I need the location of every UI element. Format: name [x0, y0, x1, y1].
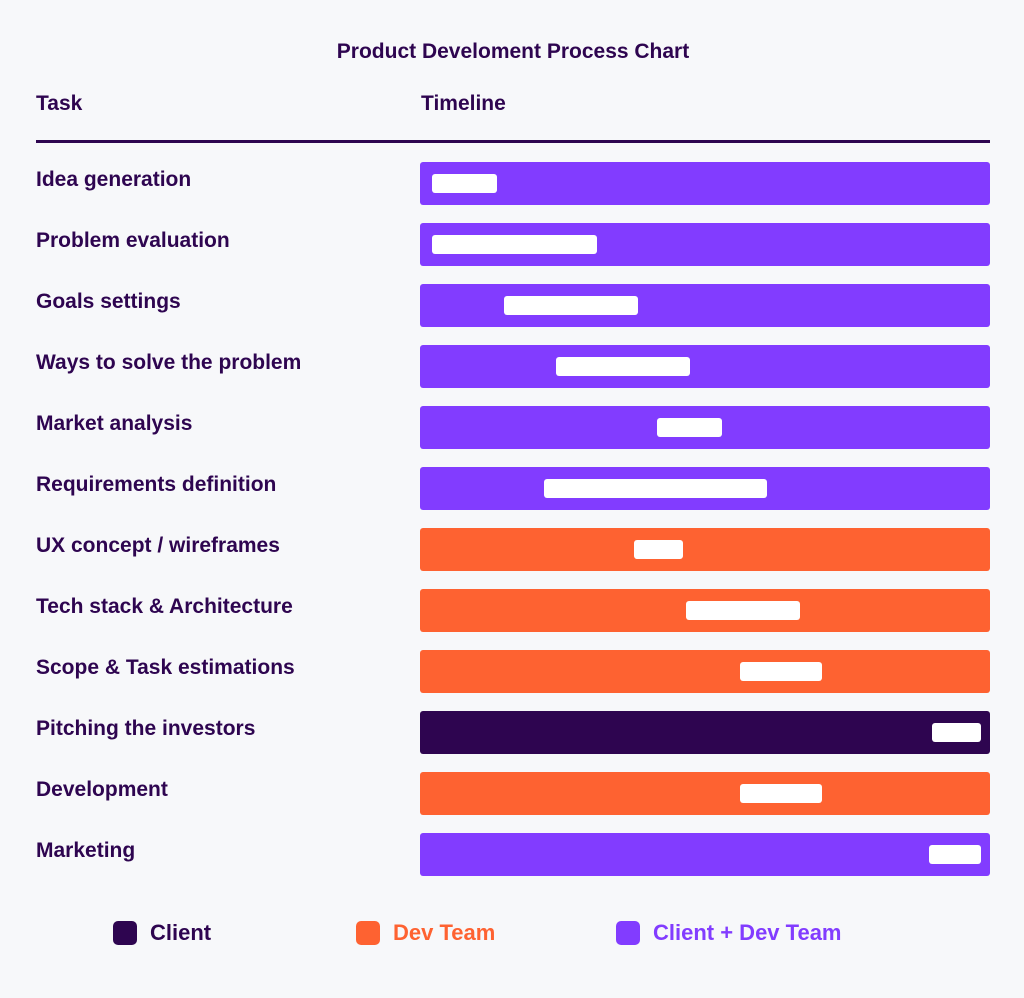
timeline-column-header: Timeline [421, 92, 506, 115]
gantt-row: Ways to solve the problem [0, 345, 1024, 388]
legend: Client Dev Team Client + Dev Team [0, 920, 1024, 950]
task-label: Goals settings [36, 290, 181, 313]
task-label: Tech stack & Architecture [36, 595, 293, 618]
task-label: Scope & Task estimations [36, 656, 295, 679]
legend-label: Client [150, 920, 212, 945]
active-period-segment [686, 601, 800, 620]
active-period-segment [634, 540, 683, 559]
task-label: Market analysis [36, 412, 193, 435]
gantt-row: Requirements definition [0, 467, 1024, 510]
task-label: Development [36, 778, 168, 801]
gantt-row: Tech stack & Architecture [0, 589, 1024, 632]
active-period-segment [504, 296, 638, 315]
active-period-segment [544, 479, 767, 498]
task-label: Ways to solve the problem [36, 351, 302, 374]
active-period-segment [740, 784, 822, 803]
active-period-segment [432, 174, 497, 193]
timeline-bar [420, 345, 990, 388]
task-label: UX concept / wireframes [36, 534, 280, 557]
header-divider [36, 140, 990, 143]
gantt-row: Marketing [0, 833, 1024, 876]
client-dev-team-swatch-icon [616, 921, 640, 945]
task-label: Marketing [36, 839, 136, 862]
gantt-row: Problem evaluation [0, 223, 1024, 266]
task-label: Pitching the investors [36, 717, 256, 740]
legend-item-dev-team: Dev Team [356, 920, 495, 946]
task-label: Problem evaluation [36, 229, 230, 252]
legend-label: Dev Team [393, 920, 496, 945]
dev-team-swatch-icon [356, 921, 380, 945]
chart-title: Product Develoment Process Chart [336, 40, 690, 63]
timeline-bar [420, 223, 990, 266]
gantt-row: Development [0, 772, 1024, 815]
gantt-row: Pitching the investors [0, 711, 1024, 754]
timeline-bar [420, 406, 990, 449]
active-period-segment [556, 357, 690, 376]
client-swatch-icon [113, 921, 137, 945]
task-label: Requirements definition [36, 473, 277, 496]
task-label: Idea generation [36, 168, 192, 191]
gantt-row: Scope & Task estimations [0, 650, 1024, 693]
gantt-row: Goals settings [0, 284, 1024, 327]
active-period-segment [657, 418, 722, 437]
timeline-bar [420, 528, 990, 571]
timeline-bar [420, 650, 990, 693]
active-period-segment [740, 662, 822, 681]
active-period-segment [432, 235, 597, 254]
timeline-bar [420, 833, 990, 876]
timeline-bar [420, 772, 990, 815]
legend-label: Client + Dev Team [653, 920, 842, 945]
timeline-bar [420, 589, 990, 632]
timeline-bar [420, 467, 990, 510]
legend-item-client: Client [113, 920, 211, 946]
legend-item-client-dev-team: Client + Dev Team [616, 920, 842, 946]
gantt-row: Market analysis [0, 406, 1024, 449]
timeline-bar [420, 284, 990, 327]
timeline-bar [420, 162, 990, 205]
timeline-bar [420, 711, 990, 754]
task-column-header: Task [36, 92, 83, 115]
gantt-row: Idea generation [0, 162, 1024, 205]
active-period-segment [932, 723, 981, 742]
active-period-segment [929, 845, 981, 864]
gantt-row: UX concept / wireframes [0, 528, 1024, 571]
